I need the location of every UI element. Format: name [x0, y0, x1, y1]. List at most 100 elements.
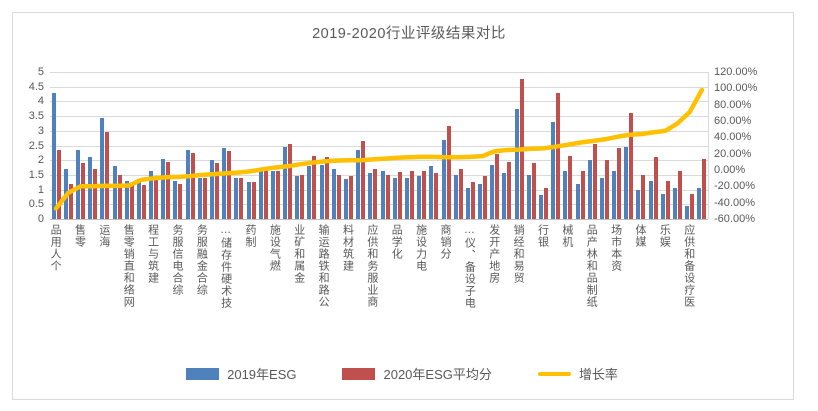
right-axis-tick: -20.00% — [714, 180, 755, 193]
bar-2019-esg — [136, 179, 141, 219]
chart-title: 2019-2020行业评级结果对比 — [312, 26, 506, 42]
bar-2019-esg — [112, 166, 117, 219]
gridline — [50, 101, 708, 103]
bar-2019-esg — [478, 183, 483, 219]
category-label: 体媒 — [633, 224, 646, 248]
bar-2019-esg — [51, 92, 56, 219]
gridline — [50, 189, 708, 191]
left-axis-tick: 3.5 — [28, 110, 44, 123]
right-axis-tick: 80.00% — [714, 98, 752, 111]
bar-2019-esg — [599, 177, 604, 219]
category-label: 应供和备设疗医 — [682, 224, 695, 308]
bar-2019-esg — [514, 108, 519, 219]
bar-2019-esg — [246, 182, 251, 219]
category-label: 乐娱 — [658, 224, 671, 248]
legend-item-2019-esg: 2019年ESG — [186, 364, 296, 383]
bar-2020-esg — [154, 176, 159, 219]
bar-2020-esg — [495, 154, 500, 219]
gridline — [50, 72, 708, 73]
bar-2019-esg — [222, 148, 227, 219]
bar-2019-esg — [100, 117, 105, 219]
left-axis-tick: 1.5 — [28, 168, 44, 181]
right-axis-tick: -60.00% — [714, 213, 755, 225]
category-label: 商销分 — [439, 224, 452, 260]
bar-2020-esg — [483, 176, 488, 219]
gridline — [50, 86, 708, 88]
left-axis-tick: 2 — [37, 154, 44, 167]
bar-2020-esg — [215, 163, 219, 219]
gridline — [50, 130, 708, 132]
category-label: 务服信电合综 — [170, 224, 183, 296]
category-label: 施设气燃 — [268, 224, 281, 272]
category-label: 售零 — [73, 224, 86, 248]
bar-2020-esg — [507, 161, 512, 219]
bar-2020-esg — [556, 92, 561, 219]
category-label: 药制 — [244, 224, 257, 248]
gridline — [50, 174, 708, 176]
bar-2019-esg — [173, 180, 178, 219]
growth-rate-line — [53, 87, 705, 211]
bar-2020-esg — [312, 155, 317, 219]
bar-2020-esg — [349, 176, 354, 219]
bar-2019-esg — [685, 205, 690, 219]
right-axis-tick: 60.00% — [714, 115, 752, 127]
category-label: 施设力电 — [414, 224, 427, 272]
bar-2019-esg — [368, 173, 373, 219]
category-label: 品学化 — [390, 224, 403, 260]
category-label: 械机 — [560, 224, 573, 248]
bar-2019-esg — [465, 188, 470, 219]
bar-2019-esg — [392, 177, 397, 219]
bar-2019-esg — [587, 160, 592, 219]
bar-2019-esg — [161, 158, 166, 219]
gridline — [50, 204, 708, 206]
category-label: 务服融金合综 — [195, 224, 208, 296]
bar-2020-esg — [678, 170, 683, 219]
right-axis-tick: -40.00% — [714, 196, 755, 209]
legend: 2019年ESG 2020年ESG平均分 增长率 — [12, 364, 792, 383]
category-label: 应供和务服业商 — [365, 224, 378, 308]
left-axis-tick: 1 — [37, 183, 44, 196]
bar-2019-esg — [539, 195, 543, 219]
legend-item-2020-esg: 2020年ESG平均分 — [342, 364, 492, 383]
bar-2020-esg — [629, 113, 634, 219]
bar-2020-esg — [373, 169, 378, 219]
bar-2019-esg — [502, 173, 507, 219]
bar-2019-esg — [270, 170, 275, 219]
category-label: 发开产地房 — [487, 224, 500, 284]
legend-swatch-2019 — [186, 367, 220, 380]
gridline — [50, 145, 708, 147]
bar-2020-esg — [275, 170, 280, 219]
bar-2020-esg — [422, 170, 427, 219]
bar-2019-esg — [197, 177, 202, 219]
category-label: 售零销直和络网 — [122, 224, 135, 308]
bar-2019-esg — [319, 164, 324, 219]
bar-2019-esg — [404, 177, 409, 219]
bar-2019-esg — [673, 188, 678, 219]
left-axis-tick: 5 — [37, 66, 44, 78]
bar-2020-esg — [300, 174, 305, 219]
bar-2020-esg — [251, 182, 256, 219]
bar-2019-esg — [210, 160, 214, 219]
category-label: 程工与筑建 — [146, 224, 159, 284]
bar-2019-esg — [648, 180, 653, 219]
bar-2019-esg — [453, 174, 458, 219]
bar-2020-esg — [544, 188, 548, 219]
bar-2019-esg — [356, 149, 361, 219]
growth-rate-polyline — [53, 87, 705, 211]
bar-2019-esg — [75, 149, 80, 219]
left-axis-tick: 0.5 — [28, 198, 44, 211]
bar-2019-esg — [185, 149, 190, 219]
bar-2019-esg — [441, 139, 446, 219]
right-axis-tick: 40.00% — [714, 131, 752, 144]
legend-item-growth-rate: 增长率 — [537, 364, 618, 383]
bar-2020-esg — [93, 169, 98, 219]
category-label: 运海 — [97, 224, 110, 248]
bar-2020-esg — [665, 180, 670, 219]
left-axis-tick: 4.5 — [28, 80, 44, 93]
bar-2020-esg — [641, 174, 646, 219]
bar-2019-esg — [234, 177, 239, 219]
category-label: …仪、备设子电 — [463, 224, 476, 309]
bar-2020-esg — [604, 160, 609, 219]
bar-2019-esg — [636, 189, 641, 219]
